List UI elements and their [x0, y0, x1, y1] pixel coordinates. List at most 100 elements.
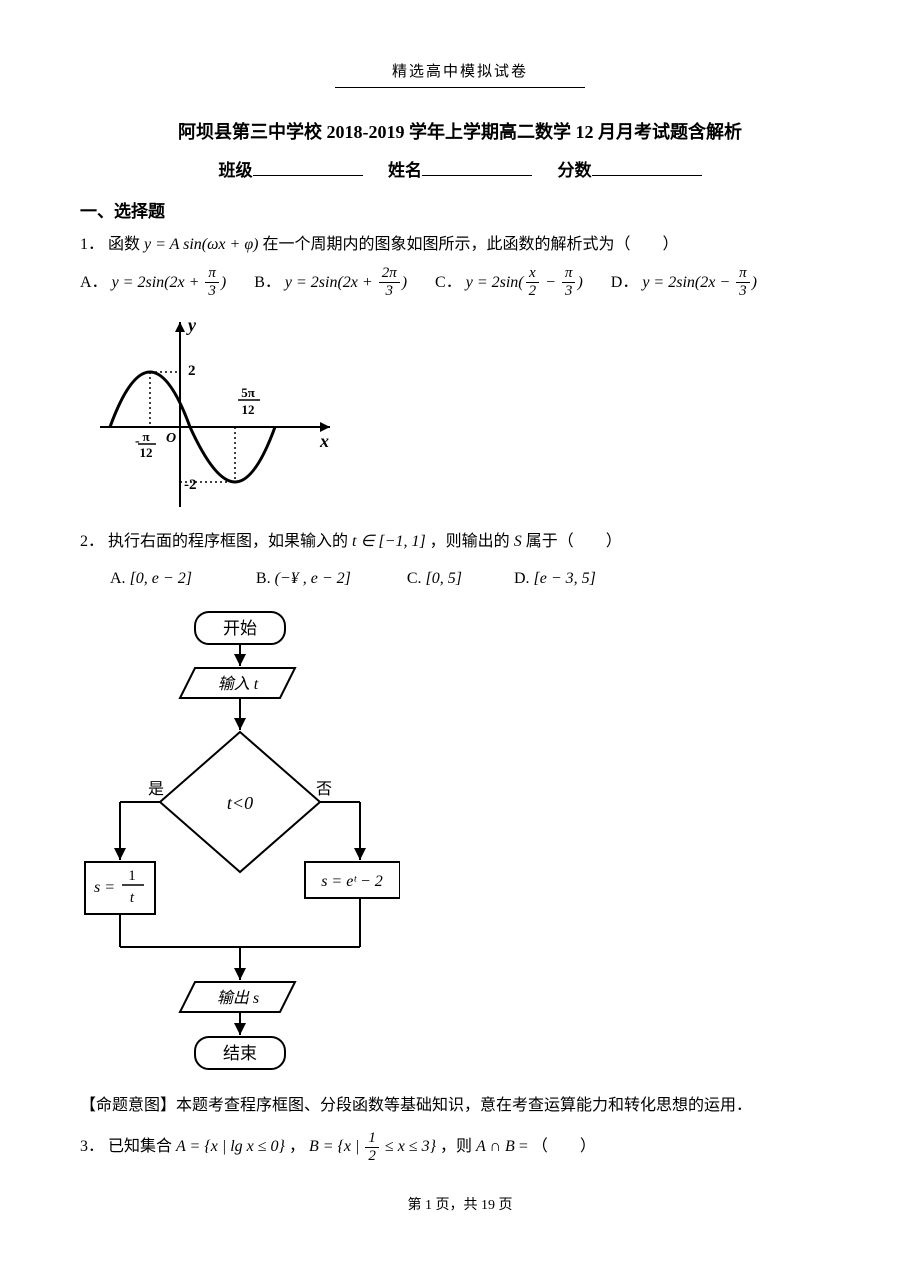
q1-option-c[interactable]: C． y = 2sin(x2 − π3) [435, 274, 587, 291]
q2-d-text: [e − 3, 5] [534, 570, 596, 587]
q2-c-text: [0, 5] [426, 570, 462, 587]
flow-output-text: 输出 s [217, 989, 259, 1007]
q2-option-b[interactable]: B. (−¥ , e − 2] [256, 570, 355, 587]
y-axis-label: y [186, 315, 197, 335]
q1-b-den: 3 [379, 283, 400, 299]
label-class: 班级 [219, 161, 253, 180]
footer-prefix: 第 [408, 1198, 426, 1213]
q1-c-minus: − [541, 274, 560, 291]
q1-option-a[interactable]: A． y = 2sin(2x + π3) [80, 274, 230, 291]
q1-text-a: 函数 [108, 236, 144, 253]
q1-c-mnum: x [526, 266, 540, 283]
q1-c-den: 3 [562, 283, 576, 299]
flow-end-text: 结束 [223, 1044, 257, 1063]
q3-b-num: 1 [365, 1131, 379, 1148]
blank-score[interactable] [592, 159, 702, 176]
footer-total: 19 [481, 1198, 495, 1213]
label-score: 分数 [558, 161, 592, 180]
ytick-top: 2 [188, 363, 196, 379]
q1-number: 1． [80, 236, 104, 253]
q2-options: A. [0, e − 2] B. (−¥ , e − 2] C. [0, 5] … [80, 564, 840, 594]
label-name: 姓名 [388, 161, 422, 180]
q2-d-label: D. [514, 570, 530, 587]
q2-explain: 【命题意图】本题考查程序框图、分段函数等基础知识，意在考查运算能力和转化思想的运… [80, 1092, 840, 1121]
q1-sine-graph: y x 2 -2 - π 12 5π 12 O [80, 307, 340, 517]
q1-c-suf: ) [577, 274, 582, 291]
q1-a-label: A． [80, 274, 108, 291]
q1-b-suf: ) [402, 274, 407, 291]
exam-page: 精选高中模拟试卷 阿坝县第三中学校 2018-2019 学年上学期高二数学 12… [0, 0, 920, 1254]
q1-stem: 1． 函数 y = A sin(ωx + φ) 在一个周期内的图象如图所示，此函… [80, 230, 840, 260]
q2-c-label: C. [407, 570, 422, 587]
xtick-right-num: 5π [241, 385, 255, 400]
q2-option-a[interactable]: A. [0, e − 2] [110, 570, 196, 587]
q1-b-prefix: y = 2sin(2x + [285, 274, 377, 291]
info-line: 班级 姓名 分数 [80, 156, 840, 181]
xtick-right-den: 12 [242, 402, 255, 417]
blank-class[interactable] [253, 159, 363, 176]
q1-a-suf: ) [221, 274, 226, 291]
q1-text-b: 在一个周期内的图象如图所示，此函数的解析式为（ ） [263, 236, 679, 253]
q1-b-num: 2π [379, 266, 400, 283]
q1-c-label: C． [435, 274, 462, 291]
q1-a-den: 3 [205, 283, 219, 299]
footer-suffix: 页 [495, 1198, 513, 1213]
page-footer: 第 1 页，共 19 页 [80, 1194, 840, 1214]
q1-c-prefix: y = 2sin( [466, 274, 524, 291]
q3-inter: A ∩ B [476, 1138, 515, 1155]
flow-left-s: s = [94, 879, 115, 896]
q3-stem: 3． 已知集合 A = {x | lg x ≤ 0} ， B = {x | 12… [80, 1131, 840, 1164]
exam-title: 阿坝县第三中学校 2018-2019 学年上学期高二数学 12 月月考试题含解析 [80, 118, 840, 144]
q2-number: 2． [80, 533, 104, 550]
q2-flowchart: 开始 输入 t t<0 是 s = 1 t 否 s = eᵗ − 2 输出 s [80, 602, 400, 1082]
y-arrow [175, 322, 185, 332]
q3-text-a: 已知集合 [108, 1138, 176, 1155]
q2-text-c: 属于（ ） [526, 533, 622, 550]
q1-d-suf: ) [752, 274, 757, 291]
q1-d-label: D． [611, 274, 639, 291]
header-top-text: 精选高中模拟试卷 [80, 60, 840, 81]
q3-setB-pre: B = {x | [309, 1138, 363, 1155]
flow-input-text: 输入 t [218, 675, 259, 693]
q2-stem: 2． 执行右面的程序框图，如果输入的 t ∈ [−1, 1] ，则输出的 S 属… [80, 527, 840, 557]
q3-comma2: ，则 [440, 1138, 476, 1155]
q3-setB-mid: ≤ x ≤ 3} [381, 1138, 436, 1155]
q3-comma1: ， [289, 1138, 309, 1155]
q3-number: 3． [80, 1138, 104, 1155]
q2-t-range: t ∈ [−1, 1] [352, 533, 426, 550]
flow-right-text: s = eᵗ − 2 [321, 873, 383, 890]
section-choice: 一、选择题 [80, 197, 840, 222]
footer-page: 1 [425, 1198, 432, 1213]
q3-setA: A = {x | lg x ≤ 0} [176, 1138, 285, 1155]
q1-b-label: B． [254, 274, 281, 291]
header-underline [335, 87, 585, 88]
q1-c-mden: 2 [526, 283, 540, 299]
q2-a-label: A. [110, 570, 126, 587]
q2-a-text: [0, e − 2] [130, 570, 192, 587]
q1-a-num: π [205, 266, 219, 283]
q2-b-label: B. [256, 570, 271, 587]
xtick-left-den: 12 [140, 445, 153, 460]
flow-yes-label: 是 [148, 781, 164, 798]
q1-d-den: 3 [736, 283, 750, 299]
q1-options: A． y = 2sin(2x + π3) B． y = 2sin(2x + 2π… [80, 266, 840, 299]
q2-explain-label: 【命题意图】 [80, 1097, 176, 1114]
q1-option-d[interactable]: D． y = 2sin(2x − π3) [611, 274, 757, 291]
footer-mid: 页，共 [432, 1198, 481, 1213]
q2-option-c[interactable]: C. [0, 5] [407, 570, 466, 587]
x-axis-label: x [319, 431, 329, 451]
q1-a-prefix: y = 2sin(2x + [112, 274, 204, 291]
q1-option-b[interactable]: B． y = 2sin(2x + 2π3) [254, 274, 411, 291]
flow-no-label: 否 [316, 781, 332, 798]
q2-text-b: ，则输出的 [430, 533, 514, 550]
flow-left-num: 1 [128, 868, 136, 884]
q2-text-a: 执行右面的程序框图，如果输入的 [108, 533, 352, 550]
q1-d-num: π [736, 266, 750, 283]
blank-name[interactable] [422, 159, 532, 176]
q2-option-d[interactable]: D. [e − 3, 5] [514, 570, 596, 587]
ytick-bot: -2 [184, 477, 197, 493]
q2-b-text: (−¥ , e − 2] [275, 570, 351, 587]
q3-eq: = （ ） [519, 1138, 596, 1155]
xtick-left-num: π [142, 429, 149, 444]
q1-d-prefix: y = 2sin(2x − [642, 274, 734, 291]
